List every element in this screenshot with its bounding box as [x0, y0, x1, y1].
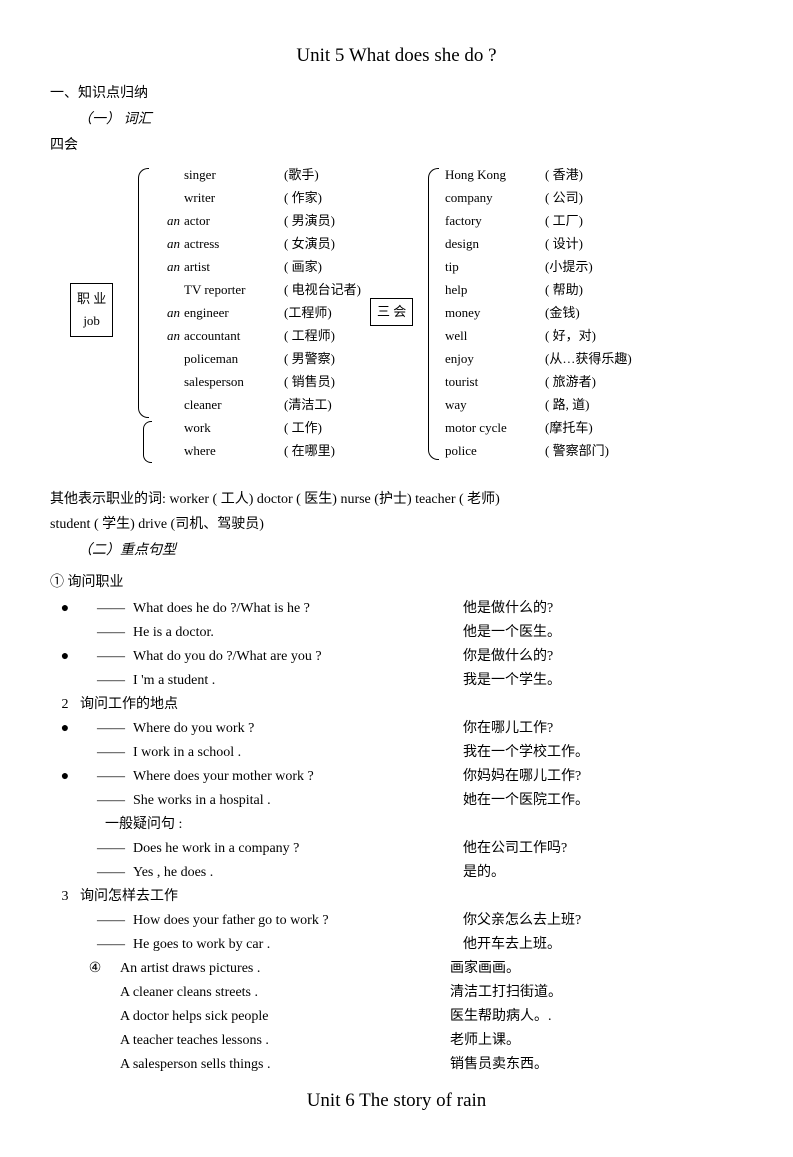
brace-left-2	[143, 421, 152, 463]
sentence-row: ——How does your father go to work ?你父亲怎么…	[50, 909, 743, 933]
footer-title: Unit 6 The story of rain	[50, 1085, 743, 1117]
sentence-row: —— I work in a school .我在一个学校工作。	[50, 741, 743, 765]
sentence-row: ——He goes to work by car .他开车去上班。	[50, 933, 743, 957]
sentence-row: A cleaner cleans streets .清洁工打扫街道。	[50, 981, 743, 1005]
vocab-row: Hong Kong( 香港)	[445, 163, 705, 186]
job-box: 职 业 job	[70, 283, 113, 337]
sihui-label: 四会	[50, 134, 743, 158]
q1-heading: ① 询问职业	[50, 571, 743, 595]
vocab-row: help( 帮助)	[445, 278, 705, 301]
vocab-row: company( 公司)	[445, 186, 705, 209]
sentence-row: ●——What does he do ?/What is he ?他是做什么的?	[50, 597, 743, 621]
job-box-cn: 职 业	[77, 288, 106, 310]
yiban-label: 一般疑问句 :	[50, 813, 743, 837]
sentence-row: —— Yes , he does .是的。	[50, 861, 743, 885]
vocab-row: salesperson( 销售员)	[155, 370, 395, 393]
sentence-row: ——He is a doctor.他是一个医生。	[50, 621, 743, 645]
vocab-col-right: Hong Kong( 香港) company( 公司) factory( 工厂)…	[445, 163, 705, 462]
sentence-row: —— Does he work in a company ?他在公司工作吗?	[50, 837, 743, 861]
vocab-row: anaccountant( 工程师)	[155, 324, 395, 347]
section-2: （二）重点句型	[50, 539, 743, 563]
sentence-row: A salesperson sells things .销售员卖东西。	[50, 1053, 743, 1077]
vocab-row: anartist( 画家)	[155, 255, 395, 278]
vocab-col-left: singer(歌手) writer( 作家) anactor( 男演员) ana…	[155, 163, 395, 462]
sentence-row: A teacher teaches lessons .老师上课。	[50, 1029, 743, 1053]
vocab-row: police( 警察部门)	[445, 439, 705, 462]
vocab-row: writer( 作家)	[155, 186, 395, 209]
q2-heading: 2询问工作的地点	[50, 693, 743, 717]
other-jobs-1: 其他表示职业的词: worker ( 工人) doctor ( 医生) nurs…	[50, 488, 743, 512]
section-1: 一、知识点归纳	[50, 82, 743, 106]
brace-right	[428, 168, 439, 460]
sentence-row: ——She works in a hospital .她在一个医院工作。	[50, 789, 743, 813]
vocab-row: factory( 工厂)	[445, 209, 705, 232]
vocab-row: work( 工作)	[155, 416, 395, 439]
other-jobs-2: student ( 学生) drive (司机、驾驶员)	[50, 513, 743, 537]
sentence-row: ●——Where does your mother work ?你妈妈在哪儿工作…	[50, 765, 743, 789]
vocab-row: where( 在哪里)	[155, 439, 395, 462]
vocab-row: enjoy(从…获得乐趣)	[445, 347, 705, 370]
sentence-row: A doctor helps sick people医生帮助病人。.	[50, 1005, 743, 1029]
vocab-row: cleaner(清洁工)	[155, 393, 395, 416]
sentence-row: ●——Where do you work ?你在哪儿工作?	[50, 717, 743, 741]
section-1a: （一） 词汇	[50, 108, 743, 132]
vocab-row: tourist( 旅游者)	[445, 370, 705, 393]
sentence-row: ●——What do you do ?/What are you ?你是做什么的…	[50, 645, 743, 669]
job-box-en: job	[77, 310, 106, 332]
unit-title: Unit 5 What does she do ?	[50, 40, 743, 72]
vocab-row: anengineer(工程师)	[155, 301, 395, 324]
q3-heading: 3询问怎样去工作	[50, 885, 743, 909]
sentence-area: ① 询问职业 ●——What does he do ?/What is he ?…	[50, 571, 743, 1077]
vocab-row: way( 路, 道)	[445, 393, 705, 416]
vocab-row: money(金钱)	[445, 301, 705, 324]
vocab-row: anactress( 女演员)	[155, 232, 395, 255]
vocab-row: anactor( 男演员)	[155, 209, 395, 232]
vocab-row: motor cycle(摩托车)	[445, 416, 705, 439]
vocab-row: well( 好，对)	[445, 324, 705, 347]
brace-left-1	[138, 168, 149, 418]
vocab-diagram: 职 业 job 三 会 singer(歌手) writer( 作家) anact…	[50, 163, 743, 483]
vocab-row: tip(小提示)	[445, 255, 705, 278]
vocab-row: design( 设计)	[445, 232, 705, 255]
sentence-row: ④An artist draws pictures .画家画画。	[50, 957, 743, 981]
vocab-row: policeman( 男警察)	[155, 347, 395, 370]
vocab-row: TV reporter( 电视台记者)	[155, 278, 395, 301]
vocab-row: singer(歌手)	[155, 163, 395, 186]
sentence-row: ——I 'm a student .我是一个学生。	[50, 669, 743, 693]
